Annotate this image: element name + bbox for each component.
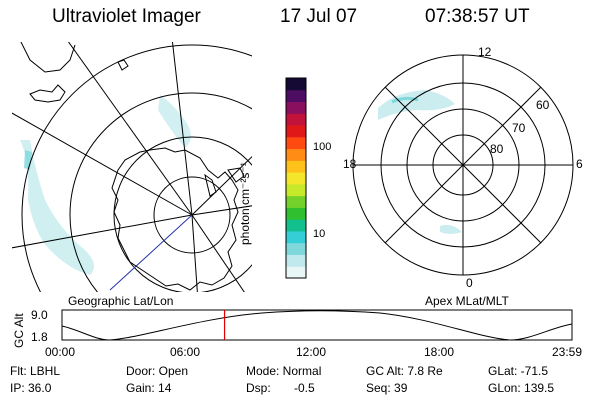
colorbar-band [286, 207, 306, 220]
colorbar-band [286, 78, 306, 91]
dsp-value: -0.5 [294, 381, 315, 395]
colorbar-band [286, 160, 306, 173]
mlt-label-18: 18 [343, 157, 357, 171]
mlat-label-80: 80 [490, 142, 504, 156]
colorbar-unit-label: photon cm⁻²s⁻¹ [238, 162, 252, 245]
mlt-label-12: 12 [478, 45, 492, 59]
altitude-plot [61, 309, 573, 341]
x-tick-1200: 12:00 [296, 345, 327, 359]
glon-status: GLon: 139.5 [488, 381, 555, 395]
colorbar-band [286, 195, 306, 208]
mlt-label-0: 0 [466, 276, 473, 290]
colorbar-band [286, 242, 306, 255]
gc-alt-status: GC Alt: 7.8 Re [366, 364, 443, 378]
alt-ylabel: GC Alt [12, 313, 26, 348]
colorbar-band [286, 219, 306, 232]
colorbar-band [286, 136, 306, 150]
mlat-label-60: 60 [536, 98, 550, 112]
glat-status: GLat: -71.5 [488, 364, 549, 378]
gain-status: Gain: 14 [126, 381, 172, 395]
dsp-label: Dsp: [246, 381, 271, 395]
x-tick-0000: 00:00 [45, 345, 76, 359]
geographic-map [12, 42, 252, 292]
door-status: Door: Open [126, 364, 189, 378]
mlat-label-70: 70 [512, 121, 526, 135]
colorbar-band [286, 254, 306, 267]
colorbar-band [286, 230, 306, 244]
mlt-label-6: 6 [576, 157, 583, 171]
x-tick-2359: 23:59 [552, 345, 583, 359]
colorbar-band [286, 172, 306, 185]
x-tick-1800: 18:00 [424, 345, 455, 359]
colorbar-band [286, 148, 306, 161]
seq-status: Seq: 39 [366, 381, 408, 395]
colorbar-tick-10: 10 [313, 228, 326, 240]
colorbar-band [286, 89, 306, 103]
colorbar-band [286, 266, 306, 279]
mode-status: Mode: Normal [246, 364, 322, 378]
apex-panel-label: Apex MLat/MLT [425, 294, 509, 308]
instrument-title: Ultraviolet Imager [52, 6, 201, 27]
date-label: 17 Jul 07 [280, 6, 358, 27]
colorbar-band [286, 113, 306, 126]
alt-ymax: 9.0 [31, 308, 48, 322]
alt-ymin: 1.8 [31, 330, 48, 344]
geo-panel-label: Geographic Lat/Lon [68, 294, 174, 308]
colorbar [286, 78, 306, 279]
colorbar-band [286, 125, 306, 138]
colorbar-band [286, 183, 306, 197]
time-label: 07:38:57 UT [425, 6, 530, 27]
apex-polar-plot [352, 54, 574, 276]
colorbar-band [286, 101, 306, 114]
colorbar-tick-100: 100 [313, 141, 332, 153]
x-tick-0600: 06:00 [170, 345, 201, 359]
filter-status: Flt: LBHL [10, 364, 61, 378]
ip-status: IP: 36.0 [10, 381, 52, 395]
